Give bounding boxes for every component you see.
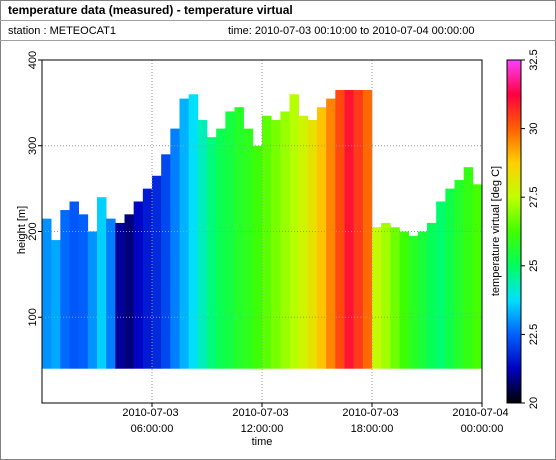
cell bbox=[152, 175, 162, 369]
cell bbox=[344, 90, 354, 369]
cell bbox=[280, 111, 290, 369]
cell bbox=[271, 120, 281, 369]
cell bbox=[87, 231, 98, 369]
y-tick-label: 100 bbox=[27, 308, 39, 326]
colorbar-tick-label: 20 bbox=[528, 397, 540, 409]
cell bbox=[97, 197, 107, 369]
cell bbox=[436, 201, 446, 369]
y-tick-label: 200 bbox=[27, 222, 39, 240]
cell bbox=[243, 128, 254, 369]
cell bbox=[326, 98, 336, 369]
y-tick-label: 300 bbox=[27, 137, 39, 155]
cell bbox=[51, 240, 61, 369]
cell bbox=[463, 167, 474, 369]
cell bbox=[317, 107, 327, 369]
cell bbox=[298, 115, 309, 369]
cell bbox=[188, 94, 199, 369]
x-tick-label: 2010-07-03 12:00:00 bbox=[232, 407, 291, 435]
cell bbox=[197, 120, 208, 369]
cell bbox=[307, 120, 318, 369]
period: time: 2010-07-03 00:10:00 to 2010-07-04 … bbox=[228, 25, 474, 37]
cell bbox=[399, 231, 409, 369]
cell bbox=[445, 188, 455, 369]
colorbar-tick-label: 22.5 bbox=[528, 324, 540, 345]
colorbar-tick-label: 25 bbox=[528, 260, 540, 272]
x-tick-label: 2010-07-03 18:00:00 bbox=[342, 407, 401, 435]
cell bbox=[372, 227, 382, 369]
x-axis-label: time bbox=[252, 436, 273, 448]
cell bbox=[115, 222, 125, 369]
y-tick-label: 400 bbox=[27, 51, 39, 69]
colorbar bbox=[506, 59, 522, 404]
x-tick-label: 2010-07-03 06:00:00 bbox=[122, 407, 181, 435]
cell bbox=[69, 201, 79, 369]
cell bbox=[262, 115, 272, 369]
cell bbox=[353, 90, 364, 369]
cell bbox=[78, 214, 89, 369]
colorbar-tick-label: 32.5 bbox=[528, 49, 540, 70]
cell bbox=[390, 227, 400, 369]
cell bbox=[124, 214, 134, 369]
station: station : METEOCAT1 bbox=[8, 25, 116, 37]
cell bbox=[106, 218, 116, 369]
cell bbox=[335, 90, 345, 369]
cell bbox=[179, 98, 189, 369]
colorbar-label: temperature virtual [deg C] bbox=[490, 166, 502, 296]
cell bbox=[42, 218, 52, 369]
cell bbox=[60, 210, 70, 369]
cell bbox=[362, 90, 373, 369]
cell bbox=[170, 128, 180, 369]
cell bbox=[225, 111, 235, 369]
chart-title: temperature data (measured) - temperatur… bbox=[8, 3, 293, 17]
cell bbox=[252, 145, 263, 369]
cell bbox=[234, 107, 244, 369]
cell bbox=[408, 235, 419, 369]
cell bbox=[133, 201, 144, 369]
cell bbox=[216, 128, 226, 369]
colorbar-tick-label: 27.5 bbox=[528, 186, 540, 207]
cell bbox=[142, 188, 153, 369]
cell bbox=[381, 222, 391, 369]
cell bbox=[161, 154, 171, 369]
y-axis-label: height [m] bbox=[16, 206, 28, 254]
cell bbox=[427, 222, 437, 369]
cell bbox=[417, 231, 428, 369]
x-tick-label: 2010-07-04 00:00:00 bbox=[452, 407, 511, 435]
plot-frame bbox=[41, 59, 483, 404]
cell bbox=[472, 184, 483, 369]
cell bbox=[454, 180, 464, 369]
colorbar-tick-label: 30 bbox=[528, 122, 540, 134]
cell bbox=[207, 137, 217, 369]
